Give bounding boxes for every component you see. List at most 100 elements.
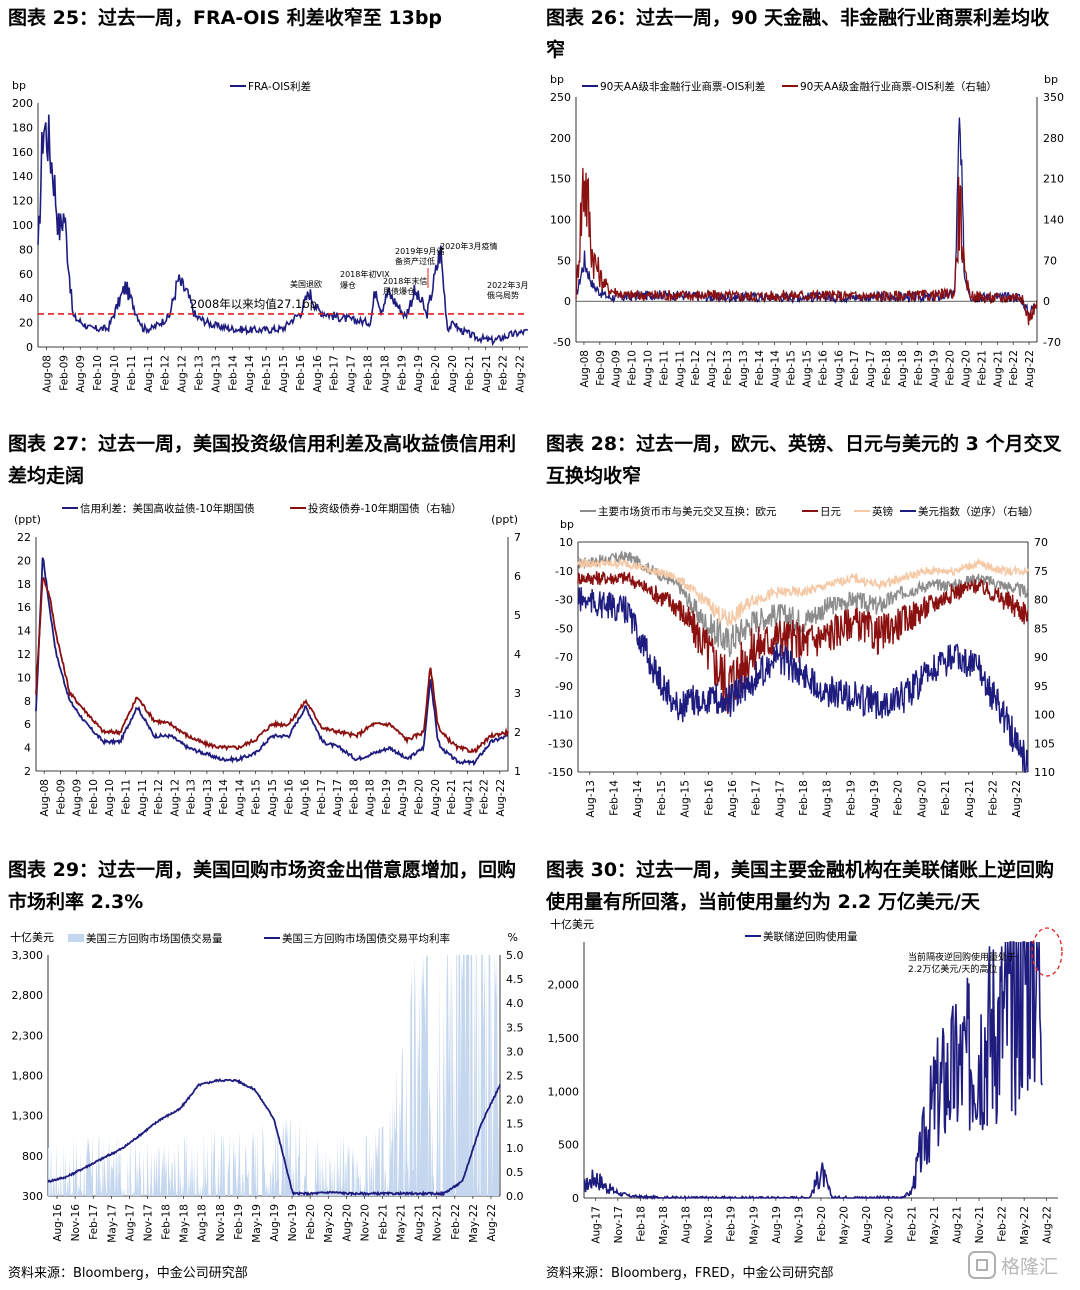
series-line-3 [577,587,1029,773]
annotation-reserve: 备资产过低 [395,256,435,266]
x-tick-label: Feb-18 [798,780,810,816]
x-tick-label: Feb-14 [609,780,621,816]
y-tick-label: 500 [558,1139,579,1152]
annotation-vix: 2018年初VIX [340,269,390,279]
x-tick-label: Feb-19 [913,350,925,386]
annotation-rrp: 当前隔夜逆回购使用量处于 [908,951,1016,963]
y2-tick-label: 4 [514,648,521,661]
x-tick-label: Feb-22 [479,779,491,815]
y-tick-label: -30 [555,594,573,607]
x-tick-label: Feb-18 [161,1204,173,1240]
x-tick-label: May-22 [468,1204,480,1243]
x-tick-label: Nov-20 [359,1204,371,1241]
x-tick-label: Feb-11 [121,779,133,815]
y-tick-label: 160 [12,146,33,159]
y-tick-label: -10 [555,565,573,578]
x-tick-label: Feb-11 [658,350,670,386]
x-tick-label: Aug-09 [611,350,623,388]
x-tick-label: Feb-17 [849,350,861,386]
x-tick-label: Feb-17 [316,779,328,815]
x-tick-label: Feb-20 [413,779,425,815]
x-tick-label: Aug-14 [234,779,246,817]
x-tick-label: May-21 [396,1204,408,1243]
x-tick-label: Aug-15 [267,779,279,817]
source-right: 资料来源：Bloomberg，FRED，中金公司研究部 [546,1266,834,1281]
y-tick-label: -110 [548,709,573,722]
x-tick-label: Aug-10 [643,350,655,388]
x-tick-label: Feb-21 [377,1204,389,1240]
x-tick-label: Nov-18 [215,1204,227,1241]
y2-tick-label: 110 [1034,766,1055,779]
x-tick-label: Feb-15 [786,350,798,386]
y2-tick-label: 280 [1043,132,1064,145]
y-tick-label: 150 [550,173,571,186]
y2-tick-label: 7 [514,531,521,544]
x-tick-label: Aug-12 [169,779,181,817]
x-tick-label: Feb-16 [283,779,295,815]
legend-label: 英镑 [872,505,893,518]
chart-title-27: 图表 27：过去一周，美国投资级信用利差及高收益债信用利差均走阔 [8,433,517,487]
legend-label: 美国三方回购市场国债交易平均利率 [282,932,450,945]
y-tick-label: 200 [12,97,33,110]
x-tick-label: Feb-21 [940,780,952,816]
y-tick-label: 1,000 [548,1085,580,1098]
source-left: 资料来源：Bloomberg，中金公司研究部 [8,1266,248,1281]
x-tick-label: May-21 [929,1206,941,1245]
x-tick-label: Feb-14 [754,350,766,386]
x-tick-label: Feb-09 [58,355,70,391]
x-tick-label: Feb-10 [92,355,104,391]
x-tick-label: Feb-13 [194,355,206,391]
x-tick-label: Aug-09 [72,779,84,817]
x-tick-label: Aug-11 [143,355,155,393]
x-tick-label: Feb-11 [126,355,138,391]
x-tick-label: May-18 [658,1206,670,1245]
series-line-1 [47,1078,501,1197]
chart-title-30: 图表 30：过去一周，美国主要金融机构在美联储账上逆回购使用量有所回落，当前使用… [546,859,1055,913]
legend-label: 美元指数（逆序）（右轴） [918,505,1039,518]
x-tick-label: Aug-14 [632,780,644,818]
x-tick-label: Feb-20 [430,355,442,391]
x-tick-label: May-20 [323,1204,335,1243]
right-axis-unit: bp [1044,73,1058,86]
x-tick-label: Aug-21 [951,1206,963,1244]
x-tick-label: Aug-19 [771,1206,783,1244]
y-tick-label: 50 [557,254,571,267]
y-tick-label: 120 [12,195,33,208]
x-tick-label: Feb-10 [627,350,639,386]
x-tick-label: Nov-20 [884,1206,896,1243]
y-tick-label: 40 [19,292,33,305]
y-tick-label: -50 [553,336,571,349]
x-tick-label: Feb-22 [1008,350,1020,386]
series-line-2 [577,557,1029,627]
left-axis-unit: bp [12,79,26,92]
y2-tick-label: 2 [514,726,521,739]
x-tick-label: Aug-15 [680,780,692,818]
x-tick-label: Feb-20 [945,350,957,386]
x-tick-label: Feb-18 [881,350,893,386]
x-tick-label: Aug-16 [312,355,324,393]
x-tick-label: Aug-21 [481,355,493,393]
watermark-logo: 格隆汇 [968,1251,1058,1279]
x-tick-label: Feb-20 [893,780,905,816]
x-tick-label: Feb-18 [362,355,374,391]
legend-label: 90天AA级金融行业商票-OIS利差（右轴） [800,80,997,93]
x-tick-label: Nov-21 [974,1206,986,1243]
x-tick-label: Aug-20 [861,1206,873,1244]
legend-label: 90天AA级非金融行业商票-OIS利差 [600,80,765,93]
series-line-1 [577,571,1029,715]
y-tick-label: 22 [17,531,31,544]
y-tick-label: 1,500 [548,1032,580,1045]
x-tick-label: Feb-12 [160,355,172,391]
x-tick-label: Nov-16 [70,1204,82,1242]
y-tick-label: 1,300 [12,1110,44,1123]
x-tick-label: Nov-19 [793,1206,805,1243]
x-tick-label: Aug-18 [379,355,391,393]
y-tick-label: 200 [550,132,571,145]
x-tick-label: Feb-21 [976,350,988,386]
y2-tick-label: 70 [1043,254,1057,267]
x-tick-label: Aug-17 [865,350,877,388]
x-tick-label: Feb-21 [464,355,476,391]
x-tick-label: Aug-20 [447,355,459,393]
x-tick-label: Aug-10 [109,355,121,393]
y2-tick-label: 4.0 [506,997,524,1010]
